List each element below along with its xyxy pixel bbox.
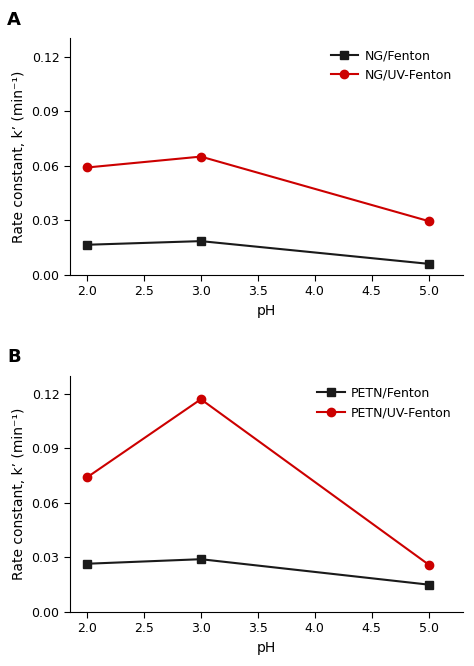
Text: B: B xyxy=(7,348,21,366)
Line: PETN/Fenton: PETN/Fenton xyxy=(83,555,433,589)
Legend: PETN/Fenton, PETN/UV-Fenton: PETN/Fenton, PETN/UV-Fenton xyxy=(312,382,456,424)
PETN/Fenton xyxy=(198,555,204,563)
NG/UV-Fenton xyxy=(84,164,90,172)
NG/UV-Fenton xyxy=(426,217,431,225)
PETN/UV-Fenton xyxy=(426,561,431,569)
NG/Fenton xyxy=(84,241,90,249)
PETN/Fenton xyxy=(84,559,90,567)
X-axis label: pH: pH xyxy=(257,641,276,655)
NG/UV-Fenton xyxy=(198,153,204,161)
PETN/Fenton xyxy=(426,581,431,589)
NG/Fenton xyxy=(198,237,204,245)
Legend: NG/Fenton, NG/UV-Fenton: NG/Fenton, NG/UV-Fenton xyxy=(326,45,456,87)
Line: NG/UV-Fenton: NG/UV-Fenton xyxy=(83,153,433,225)
PETN/UV-Fenton xyxy=(198,395,204,403)
Line: PETN/UV-Fenton: PETN/UV-Fenton xyxy=(83,395,433,569)
Text: A: A xyxy=(7,11,21,29)
Y-axis label: Rate constant, k’ (min⁻¹): Rate constant, k’ (min⁻¹) xyxy=(12,71,26,243)
Line: NG/Fenton: NG/Fenton xyxy=(83,237,433,268)
PETN/UV-Fenton xyxy=(84,474,90,482)
NG/Fenton xyxy=(426,260,431,268)
Y-axis label: Rate constant, k’ (min⁻¹): Rate constant, k’ (min⁻¹) xyxy=(12,408,26,580)
X-axis label: pH: pH xyxy=(257,304,276,318)
